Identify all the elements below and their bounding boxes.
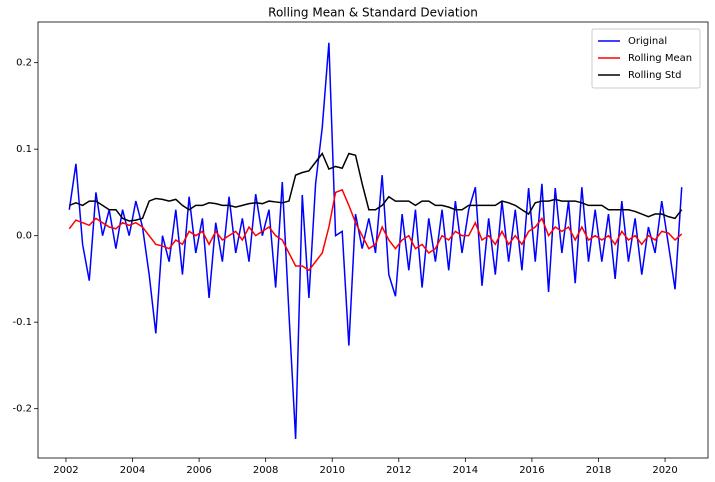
y-tick-label: 0.0 [16,231,32,242]
series-line [68,188,683,272]
x-tick-label: 2008 [253,465,278,476]
legend-label: Rolling Mean [628,53,692,64]
x-tick-label: 2006 [186,465,211,476]
legend-box [591,28,701,89]
x-tick-label: 2020 [652,465,677,476]
x-tick-label: 2010 [320,465,345,476]
x-tick-label: 2018 [586,465,611,476]
y-tick-label: -0.2 [12,404,32,415]
series-line [69,152,683,222]
y-tick-label: -0.1 [12,317,32,328]
x-tick-label: 2012 [386,465,411,476]
plot-frame [37,21,709,459]
series-line [68,42,683,440]
legend-label: Rolling Std [628,70,681,81]
chart-title: Rolling Mean & Standard Deviation [268,6,478,20]
x-tick-label: 2014 [453,465,478,476]
x-tick-label: 2016 [519,465,544,476]
y-tick-label: 0.1 [16,144,32,155]
x-tick-label: 2004 [120,465,145,476]
x-tick-label: 2002 [53,465,78,476]
y-tick-label: 0.2 [16,58,32,69]
legend-label: Original [628,36,667,47]
